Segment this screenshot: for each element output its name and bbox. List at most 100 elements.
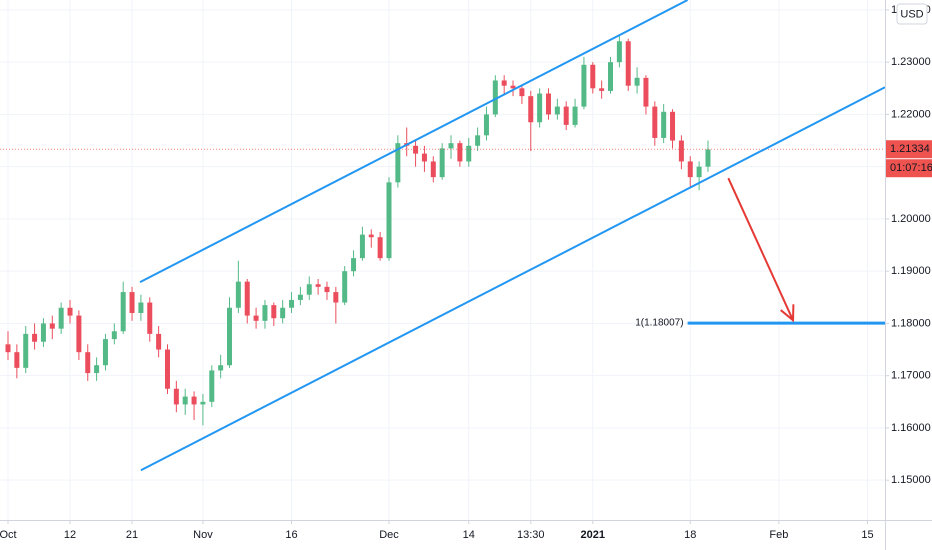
candle-body <box>599 88 605 91</box>
level-label: 1(1.18007) <box>635 318 683 329</box>
candle-body <box>5 344 11 353</box>
x-tick-label: Feb <box>769 529 788 541</box>
x-tick-label: 21 <box>126 529 138 541</box>
y-tick-label: 1.16000 <box>891 422 931 434</box>
candle-body <box>253 315 259 321</box>
candle-body <box>156 333 162 350</box>
candle-body <box>209 370 215 402</box>
y-tick-label: 1.18000 <box>891 317 931 329</box>
last-price-label: 1.21334 <box>890 143 930 155</box>
candle-body <box>182 396 188 405</box>
candle-body <box>678 140 684 162</box>
candle-body <box>652 106 658 138</box>
y-tick-label: 1.22000 <box>891 108 931 120</box>
grid <box>0 0 885 520</box>
candle-body <box>510 85 516 89</box>
candle-body <box>129 292 135 313</box>
y-tick-label: 1.23000 <box>891 56 931 68</box>
candle-body <box>395 143 401 183</box>
candle-body <box>271 305 277 319</box>
candle-body <box>306 284 312 295</box>
candle-body <box>705 149 711 167</box>
candle-body <box>315 284 321 287</box>
candle-body <box>102 339 108 366</box>
candle-body <box>608 62 614 91</box>
x-tick-label: Nov <box>193 529 213 541</box>
candle-body <box>49 323 55 329</box>
y-tick-label: 1.15000 <box>891 474 931 486</box>
candle-body <box>563 106 569 125</box>
candle-body <box>625 41 631 86</box>
candle-body <box>661 111 667 138</box>
candle-body <box>643 77 649 107</box>
x-tick-label: 12 <box>64 529 76 541</box>
candle-body <box>696 166 702 178</box>
candle-body <box>235 281 241 308</box>
y-tick-label: 1.17000 <box>891 370 931 382</box>
countdown-label: 01:07:16 <box>890 162 932 174</box>
candle-body <box>120 292 126 332</box>
currency-button[interactable] <box>896 3 928 25</box>
candle-body <box>483 114 489 136</box>
candle-body <box>32 333 38 342</box>
arrow <box>727 177 795 323</box>
candle-body <box>23 333 29 368</box>
candle-body <box>359 234 365 259</box>
candle-body <box>333 292 339 303</box>
candle-body <box>94 365 100 374</box>
candle-body <box>572 106 578 125</box>
candle-body <box>164 349 170 389</box>
candle-body <box>519 88 525 97</box>
y-tick-label: 1.20000 <box>891 213 931 225</box>
candle-body <box>200 401 206 405</box>
candle-body <box>501 80 507 86</box>
candle-body <box>297 294 303 300</box>
x-tick-label: 13:30 <box>517 529 545 541</box>
candle-body <box>448 143 454 149</box>
candle-body <box>324 286 330 293</box>
candle-body <box>581 64 587 107</box>
candle-body <box>67 307 73 316</box>
candle-body <box>14 352 20 368</box>
candle-body <box>616 41 622 63</box>
candle-body <box>386 182 392 259</box>
candle-body <box>634 77 640 86</box>
x-tick-label: 18 <box>684 529 696 541</box>
candle-body <box>289 299 295 308</box>
candle-body <box>439 148 445 178</box>
candle-body <box>590 64 596 89</box>
y-tick-label: 1.19000 <box>891 265 931 277</box>
candle-body <box>147 302 153 334</box>
candle-body <box>280 307 286 319</box>
x-tick-label: 2021 <box>581 529 605 541</box>
candle-body <box>342 271 348 303</box>
candle-body <box>111 331 117 340</box>
trend-line <box>139 0 689 284</box>
candle-body <box>537 93 543 123</box>
last-price-badge <box>886 140 932 159</box>
candle-body <box>466 145 472 162</box>
candle-body <box>173 388 179 405</box>
candle-body <box>218 365 224 371</box>
candle-body <box>687 161 693 178</box>
candle-body <box>85 352 91 374</box>
candle-body <box>413 145 419 154</box>
candle-body <box>138 302 144 313</box>
trend-line <box>140 86 886 472</box>
x-tick-label: 16 <box>285 529 297 541</box>
candle-body <box>554 106 560 115</box>
x-tick-label: Oct <box>0 529 17 541</box>
candle-body <box>244 281 250 316</box>
candle-body <box>457 143 463 162</box>
candle-body <box>40 323 46 342</box>
candle-body <box>545 93 551 115</box>
candle-body <box>492 80 498 115</box>
x-tick-label: 15 <box>861 529 873 541</box>
plot: 1(1.18007) <box>0 0 886 472</box>
candle-body <box>475 135 481 146</box>
candle-body <box>421 153 427 162</box>
candle-body <box>351 258 357 272</box>
candle-body <box>528 96 534 123</box>
currency[interactable]: USD <box>900 8 923 20</box>
